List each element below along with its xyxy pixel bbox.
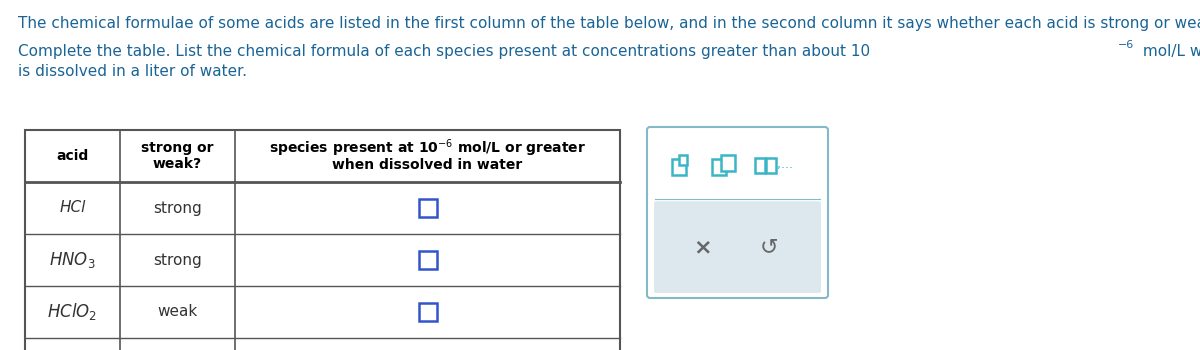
Text: strong: strong [154, 201, 202, 216]
Text: −6: −6 [1117, 40, 1134, 50]
Text: ×: × [694, 237, 712, 257]
Bar [25, 130, 620, 350]
Bar [672, 159, 686, 175]
Bar [712, 159, 726, 175]
Text: weak: weak [157, 304, 198, 320]
Bar [679, 155, 686, 164]
Bar [766, 158, 776, 173]
Text: species present at 10$^{-6}$ mol/L or greater: species present at 10$^{-6}$ mol/L or gr… [269, 137, 586, 159]
Text: acid: acid [56, 149, 89, 163]
Text: $\mathit{HNO_{\mathit{3}}}$: $\mathit{HNO_{\mathit{3}}}$ [49, 250, 96, 270]
Text: Complete the table. List the chemical formula of each species present at concent: Complete the table. List the chemical fo… [18, 44, 870, 59]
Bar [755, 158, 766, 173]
Text: strong: strong [154, 252, 202, 267]
Text: is dissolved in a liter of water.: is dissolved in a liter of water. [18, 64, 247, 79]
Bar [419, 251, 437, 269]
Bar [419, 199, 437, 217]
Text: The chemical formulae of some acids are listed in the first column of the table : The chemical formulae of some acids are … [18, 16, 1200, 31]
Text: ↺: ↺ [760, 237, 779, 257]
Text: $\mathit{HClO_{\mathit{2}}}$: $\mathit{HClO_{\mathit{2}}}$ [48, 301, 97, 322]
FancyBboxPatch shape [654, 201, 821, 293]
Text: mol/L when about a tenth of a mole of the acid: mol/L when about a tenth of a mole of th… [1139, 44, 1200, 59]
Text: HCl: HCl [59, 201, 85, 216]
FancyBboxPatch shape [647, 127, 828, 298]
Text: ,...: ,... [778, 158, 793, 171]
Text: when dissolved in water: when dissolved in water [332, 158, 523, 172]
Text: strong or
weak?: strong or weak? [142, 141, 214, 171]
Bar [721, 155, 734, 171]
Bar [419, 303, 437, 321]
